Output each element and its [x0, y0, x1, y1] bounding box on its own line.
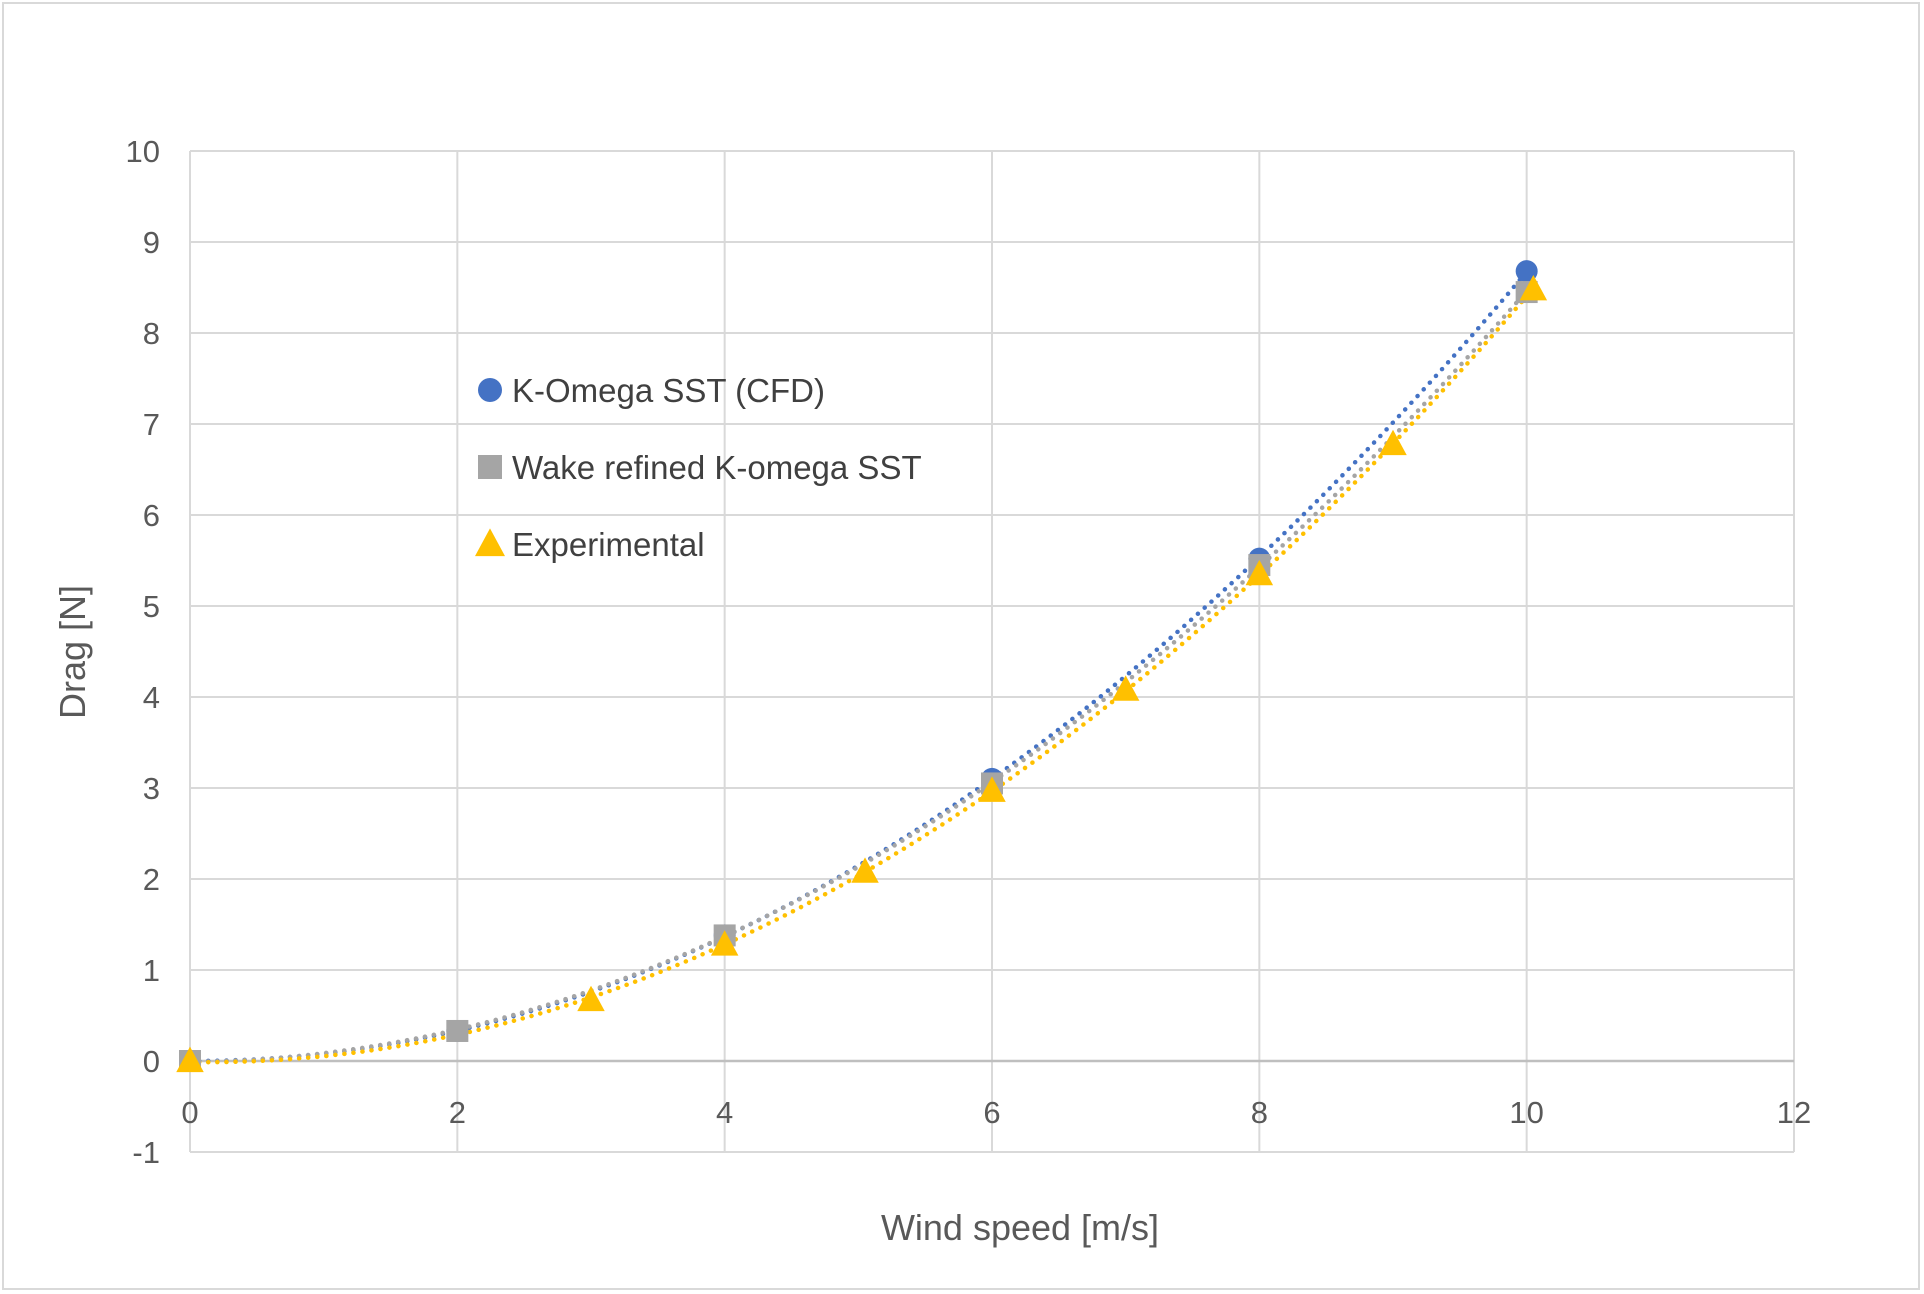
- legend-label: Wake refined K-omega SST: [512, 449, 922, 486]
- triangle-data-point: [577, 985, 605, 1012]
- trendlines: [187, 269, 1536, 1065]
- y-axis-title: Drag [N]: [52, 585, 93, 719]
- trendline-circle: [187, 269, 1529, 1064]
- x-tick-label: 6: [983, 1095, 1000, 1130]
- y-tick-label: 10: [126, 134, 160, 169]
- y-tick-label: -1: [132, 1135, 160, 1170]
- y-tick-label: 3: [143, 771, 160, 806]
- triangle-data-point: [710, 930, 739, 956]
- x-tick-label: 8: [1251, 1095, 1268, 1130]
- x-tick-label: 10: [1509, 1095, 1543, 1130]
- y-tick-label: 9: [143, 225, 160, 260]
- y-tick-label: 2: [143, 862, 160, 897]
- legend: K-Omega SST (CFD) Wake refined K-omega SS…: [475, 372, 922, 563]
- x-tick-label: 0: [181, 1095, 198, 1130]
- gridlines: [189, 150, 1795, 1153]
- legend-triangle-marker: [475, 528, 505, 557]
- triangle-data-point: [1111, 675, 1140, 701]
- triangle-data-point: [176, 1046, 204, 1073]
- trendline-triangle: [187, 286, 1536, 1065]
- y-tick-label: 6: [143, 498, 160, 533]
- triangle-data-point: [1245, 559, 1274, 586]
- legend-label: Experimental: [512, 526, 705, 563]
- y-tick-label: 4: [143, 680, 160, 715]
- triangle-data-point: [1379, 429, 1407, 456]
- legend-label: K-Omega SST (CFD): [512, 372, 825, 409]
- y-tick-label: 0: [143, 1044, 160, 1079]
- x-tick-label: 2: [449, 1095, 466, 1130]
- x-tick-label: 4: [716, 1095, 733, 1130]
- circle-data-point: [1515, 260, 1538, 283]
- triangle-data-point: [978, 776, 1006, 802]
- y-tick-label: 5: [143, 589, 160, 624]
- square-data-point: [446, 1019, 469, 1042]
- y-tick-label: 7: [143, 407, 160, 442]
- triangle-data-point: [1519, 274, 1548, 301]
- trendline-square: [187, 288, 1529, 1064]
- legend-square-marker: [478, 455, 502, 479]
- y-tick-label: 8: [143, 316, 160, 351]
- x-axis-title: Wind speed [m/s]: [881, 1207, 1159, 1248]
- data-points: [176, 260, 1548, 1073]
- y-tick-label: 1: [143, 953, 160, 988]
- x-tick-label: 12: [1777, 1095, 1811, 1130]
- triangle-data-point: [851, 857, 879, 883]
- legend-circle-marker: [478, 378, 502, 402]
